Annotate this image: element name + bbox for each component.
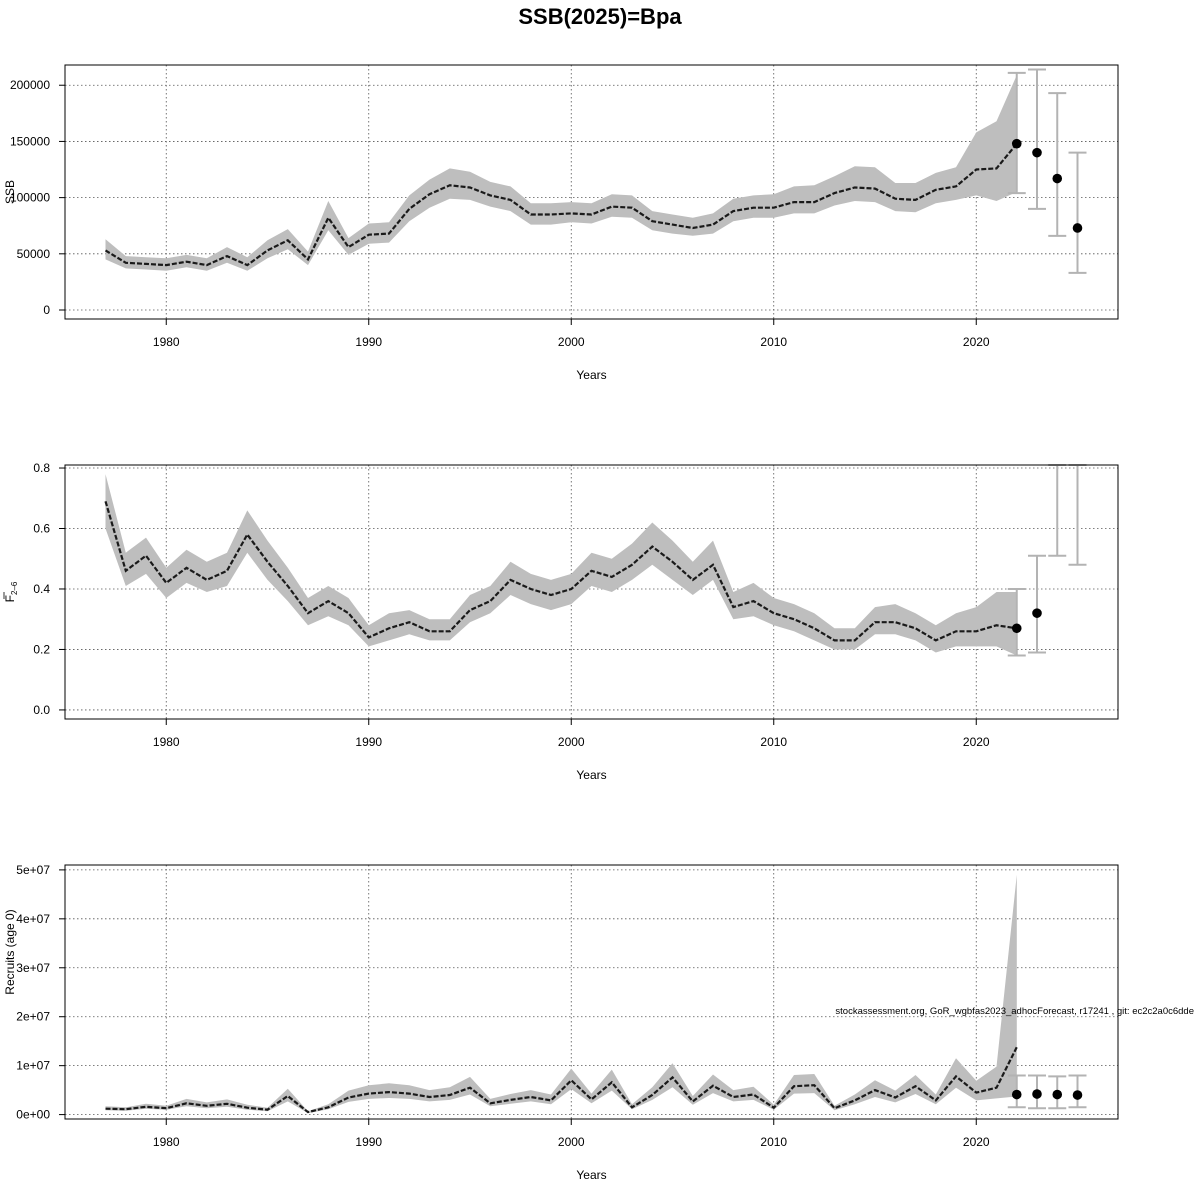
forecast-point — [1052, 173, 1063, 184]
x-tick-label: 2010 — [760, 1135, 787, 1149]
x-tick-label: 2020 — [963, 1135, 990, 1149]
y-tick-label: 4e+07 — [16, 912, 50, 926]
x-tick-label: 2000 — [558, 735, 585, 749]
y-tick-label: 0.0 — [33, 703, 50, 717]
plot-frame — [64, 864, 1119, 1120]
y-axis-label-main: F — [3, 595, 17, 602]
y-tick-label: 150000 — [10, 134, 50, 148]
estimate-line — [105, 1046, 1018, 1114]
x-tick-label: 2010 — [760, 335, 787, 349]
forecast-point — [1072, 223, 1083, 233]
y-tick-label: 2e+07 — [16, 1010, 50, 1024]
x-tick-label: 1990 — [355, 1135, 382, 1149]
footnote: stockassessment.org, GoR_wgbfas2023_adho… — [835, 1006, 1194, 1017]
y-tick-label: 5e+07 — [16, 863, 50, 877]
y-tick-label: 0 — [43, 303, 50, 317]
recruitment-panel: 1980 1990 2000 2010 2020 0e+00 1e+07 2e+07 3e+07… — [3, 863, 1119, 1182]
fishing-mortality-panel: 1980 1990 2000 2010 2020 0.0 0.2 0.4 0.6 0.8 Years… — [3, 461, 1119, 782]
x-tick-label: 2010 — [760, 735, 787, 749]
forecast-point — [1032, 147, 1042, 158]
y-axis-label-subscript: 2–6 — [10, 581, 19, 595]
y-tick-label: 0.4 — [33, 582, 50, 596]
forecast-point — [1032, 608, 1042, 618]
y-axis-label: Recruits (age 0) — [3, 909, 17, 994]
x-tick-label: 1990 — [355, 335, 382, 349]
forecast-point — [1011, 138, 1022, 149]
x-tick-label: 2000 — [558, 1135, 585, 1149]
estimate-line — [104, 143, 1018, 267]
confidence-band — [105, 474, 1017, 656]
ssb-panel: 1980 1990 2000 2010 2020 0 50000 100000 150000 20… — [3, 64, 1119, 382]
y-tick-label: 50000 — [17, 247, 51, 261]
x-axis-label: Years — [576, 768, 606, 782]
estimate-line — [104, 500, 1017, 642]
forecast-point — [1032, 1089, 1042, 1099]
y-tick-label: 3e+07 — [16, 961, 50, 975]
x-axis-label: Years — [576, 1168, 606, 1182]
y-tick-label: 0.8 — [33, 461, 50, 475]
x-tick-label: 1980 — [153, 735, 180, 749]
y-tick-label: 0e+00 — [16, 1108, 50, 1122]
x-tick-label: 1990 — [355, 735, 382, 749]
y-tick-label: 100000 — [10, 191, 50, 205]
x-tick-label: 1980 — [153, 1135, 180, 1149]
x-tick-label: 1980 — [153, 335, 180, 349]
confidence-band — [105, 874, 1017, 1114]
y-tick-label: 200000 — [10, 78, 50, 92]
plot-frame — [64, 464, 1119, 720]
forecast-point — [1052, 1089, 1063, 1100]
y-tick-label: 0.2 — [33, 642, 50, 656]
x-axis-label: Years — [576, 368, 606, 382]
plot-frame — [64, 64, 1119, 320]
y-axis-label: SSB — [3, 180, 17, 204]
x-tick-label: 2020 — [963, 735, 990, 749]
x-tick-label: 2000 — [558, 335, 585, 349]
confidence-band — [105, 75, 1017, 271]
y-tick-label: 0.6 — [33, 522, 50, 536]
y-axis-label: F2–6 — [3, 581, 19, 602]
forecast-point — [1011, 1089, 1022, 1100]
y-tick-label: 1e+07 — [16, 1059, 50, 1073]
forecast-point — [1072, 1090, 1083, 1100]
x-tick-label: 2020 — [963, 335, 990, 349]
figure-title: SSB(2025)=Bpa — [518, 4, 682, 29]
forecast-point — [1011, 623, 1022, 634]
